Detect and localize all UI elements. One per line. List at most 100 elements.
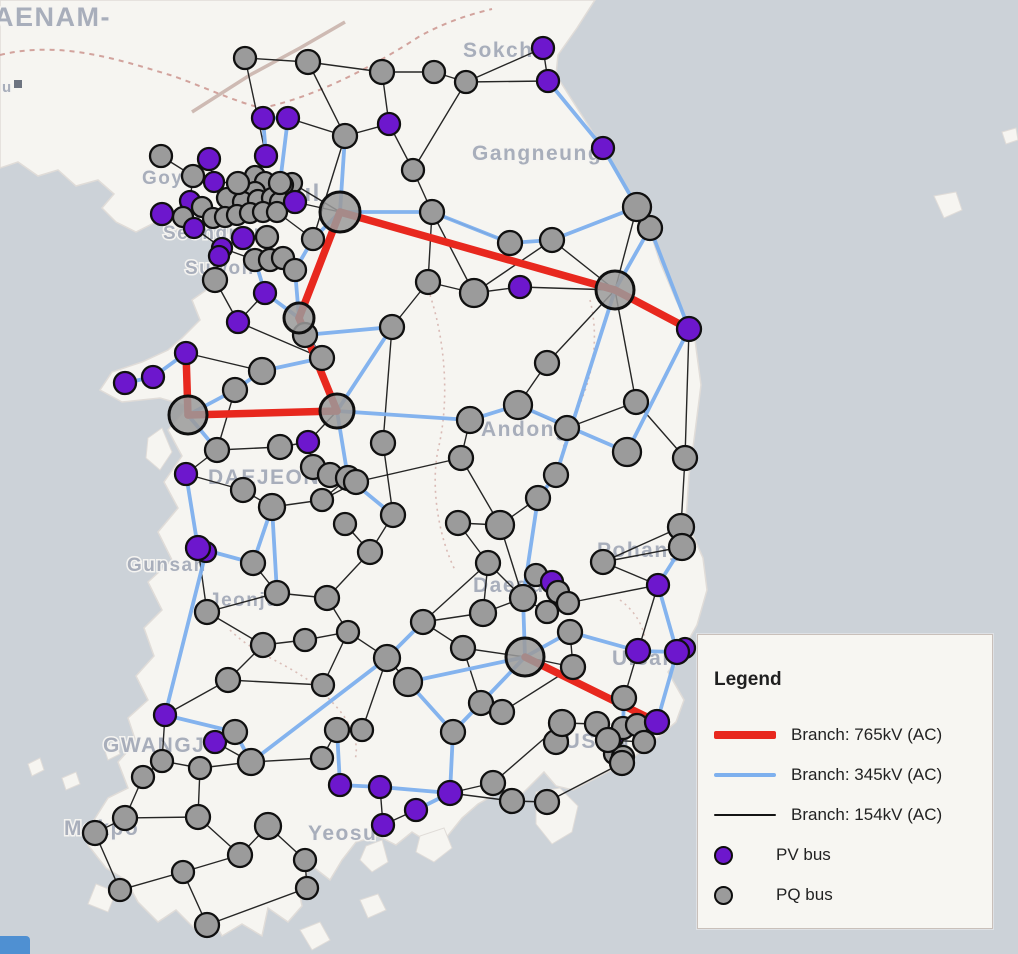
pq-bus-node[interactable] — [444, 509, 472, 537]
pv-bus-node[interactable] — [182, 216, 206, 240]
pq-bus-node[interactable] — [589, 548, 617, 576]
pq-bus-node[interactable] — [254, 224, 280, 250]
pq-bus-node[interactable] — [294, 875, 320, 901]
pq-bus-node[interactable] — [266, 433, 294, 461]
pq-bus-node[interactable] — [249, 631, 277, 659]
pv-bus-node[interactable] — [202, 729, 228, 755]
pq-bus-node[interactable] — [167, 394, 209, 436]
pv-bus-node[interactable] — [173, 340, 199, 366]
branch-154kv[interactable] — [312, 135, 346, 240]
pv-bus-node[interactable] — [643, 708, 671, 736]
pv-bus-node[interactable] — [173, 461, 199, 487]
pq-bus-node[interactable] — [309, 487, 335, 513]
pq-bus-node[interactable] — [533, 788, 561, 816]
pq-bus-node[interactable] — [232, 45, 258, 71]
branch-154kv[interactable] — [422, 562, 489, 623]
pq-bus-node[interactable] — [455, 405, 485, 435]
pq-bus-node[interactable] — [379, 501, 407, 529]
pq-bus-node[interactable] — [111, 804, 139, 832]
pq-bus-node[interactable] — [534, 599, 560, 625]
pv-bus-node[interactable] — [112, 370, 138, 396]
pq-bus-node[interactable] — [622, 388, 650, 416]
pq-bus-node[interactable] — [292, 627, 318, 653]
pq-bus-node[interactable] — [488, 698, 516, 726]
pq-bus-node[interactable] — [608, 749, 636, 777]
branch-765kv[interactable] — [336, 208, 619, 294]
pq-bus-node[interactable] — [400, 157, 426, 183]
pq-bus-node[interactable] — [667, 532, 697, 562]
branch-154kv[interactable] — [382, 326, 393, 444]
branch-345kv[interactable] — [430, 210, 512, 245]
pq-bus-node[interactable] — [553, 414, 581, 442]
branch-345kv[interactable] — [550, 205, 639, 242]
pv-bus-node[interactable] — [645, 572, 671, 598]
pv-bus-node[interactable] — [253, 143, 279, 169]
pq-bus-node[interactable] — [318, 392, 356, 430]
branch-154kv[interactable] — [227, 679, 324, 686]
pq-bus-node[interactable] — [372, 643, 402, 673]
pq-bus-node[interactable] — [323, 716, 351, 744]
pq-bus-node[interactable] — [524, 484, 552, 512]
pv-bus-node[interactable] — [295, 429, 321, 455]
pq-bus-node[interactable] — [453, 69, 479, 95]
pv-bus-node[interactable] — [590, 135, 616, 161]
pq-bus-node[interactable] — [331, 122, 359, 150]
pv-bus-node[interactable] — [202, 170, 226, 194]
pv-bus-node[interactable] — [184, 534, 212, 562]
pv-bus-node[interactable] — [530, 35, 556, 61]
pv-bus-node[interactable] — [436, 779, 464, 807]
pq-bus-node[interactable] — [356, 538, 384, 566]
pq-bus-node[interactable] — [335, 619, 361, 645]
pq-bus-node[interactable] — [180, 163, 206, 189]
pq-bus-node[interactable] — [594, 269, 636, 311]
branch-154kv[interactable] — [206, 887, 308, 926]
pq-bus-node[interactable] — [555, 590, 581, 616]
pv-bus-node[interactable] — [663, 638, 691, 666]
pq-bus-node[interactable] — [247, 356, 277, 386]
pq-bus-node[interactable] — [502, 389, 534, 421]
pq-bus-node[interactable] — [221, 376, 249, 404]
pq-bus-node[interactable] — [468, 598, 498, 628]
pq-bus-node[interactable] — [193, 598, 221, 626]
pq-bus-node[interactable] — [193, 911, 221, 939]
pq-bus-node[interactable] — [267, 170, 293, 196]
branch-345kv[interactable] — [270, 505, 279, 595]
pq-bus-node[interactable] — [148, 143, 174, 169]
pq-bus-node[interactable] — [547, 708, 577, 738]
pq-bus-node[interactable] — [458, 277, 490, 309]
pv-bus-node[interactable] — [403, 797, 429, 823]
branch-154kv[interactable] — [602, 526, 682, 563]
pv-bus-node[interactable] — [250, 105, 276, 131]
pq-bus-node[interactable] — [449, 634, 477, 662]
pq-bus-node[interactable] — [439, 718, 467, 746]
branch-154kv[interactable] — [237, 321, 323, 359]
pv-bus-node[interactable] — [367, 774, 393, 800]
pq-bus-node[interactable] — [556, 618, 584, 646]
pq-bus-node[interactable] — [263, 579, 291, 607]
pq-bus-node[interactable] — [149, 748, 175, 774]
pq-bus-node[interactable] — [378, 313, 406, 341]
pv-bus-node[interactable] — [535, 68, 561, 94]
pq-bus-node[interactable] — [594, 726, 622, 754]
pv-bus-node[interactable] — [370, 812, 396, 838]
pv-bus-node[interactable] — [207, 244, 231, 268]
branch-345kv[interactable] — [648, 226, 691, 331]
pq-bus-node[interactable] — [542, 461, 570, 489]
pq-bus-node[interactable] — [184, 803, 212, 831]
pq-bus-node[interactable] — [239, 549, 267, 577]
branch-345kv[interactable] — [521, 496, 540, 600]
pq-bus-node[interactable] — [349, 717, 375, 743]
branch-345kv[interactable] — [163, 550, 208, 717]
pq-bus-node[interactable] — [265, 200, 289, 224]
pq-bus-node[interactable] — [559, 653, 587, 681]
pq-bus-node[interactable] — [313, 584, 341, 612]
pq-bus-node[interactable] — [253, 811, 283, 841]
pv-bus-node[interactable] — [507, 274, 533, 300]
pq-bus-node[interactable] — [671, 444, 699, 472]
pq-bus-node[interactable] — [369, 429, 397, 457]
pq-bus-node[interactable] — [292, 847, 318, 873]
pq-bus-node[interactable] — [203, 436, 231, 464]
pq-bus-node[interactable] — [332, 511, 358, 537]
pq-bus-node[interactable] — [368, 58, 396, 86]
